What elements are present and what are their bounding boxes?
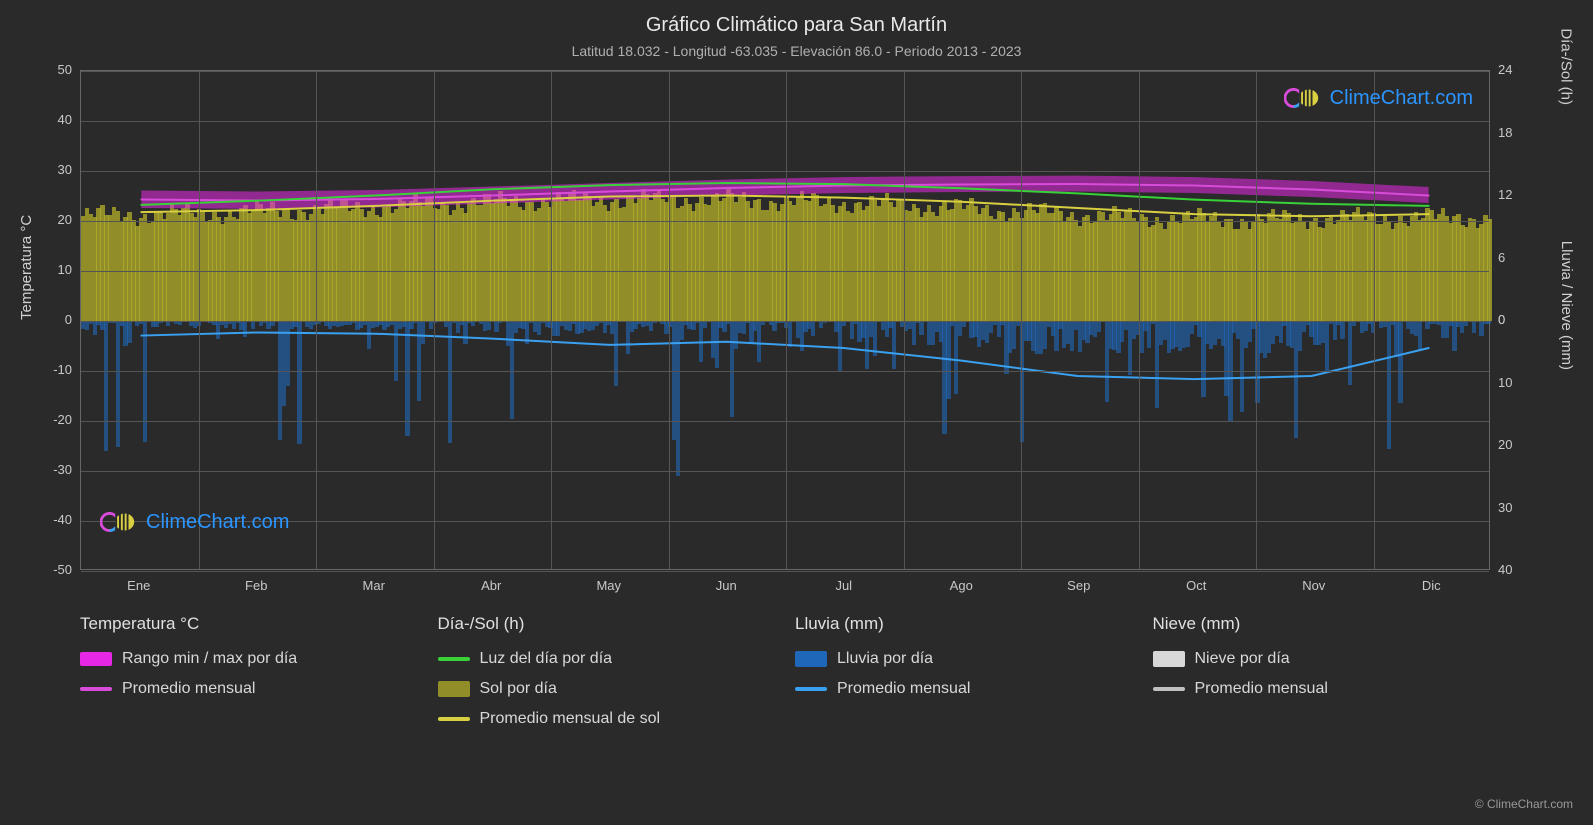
y-right-bottom-tick-label: 20 [1498, 437, 1538, 452]
legend-swatch [1153, 651, 1185, 667]
legend-label: Rango min / max por día [122, 650, 297, 668]
legend-group: Lluvia (mm) Lluvia por día Promedio mensua… [795, 614, 1133, 728]
y-left-tick-label: 20 [32, 212, 72, 227]
y-left-tick-label: 30 [32, 162, 72, 177]
legend-item: Luz del día por día [438, 650, 776, 668]
y-left-tick-label: 10 [32, 262, 72, 277]
month-label: Mar [344, 578, 404, 593]
legend-label: Promedio mensual de sol [480, 710, 661, 728]
month-label: Abr [461, 578, 521, 593]
legend-label: Nieve por día [1195, 650, 1290, 668]
legend-swatch [80, 652, 112, 666]
climechart-logo-icon [1284, 86, 1322, 110]
month-label: Jun [696, 578, 756, 593]
legend-group: Temperatura °C Rango min / max por día Pro… [80, 614, 418, 728]
legend-label: Sol por día [480, 680, 557, 698]
y-right-bottom-tick-label: 40 [1498, 562, 1538, 577]
legend-item: Sol por día [438, 680, 776, 698]
legend-item: Promedio mensual [795, 680, 1133, 698]
watermark-bottom: ClimeChart.com [100, 510, 289, 534]
legend-swatch [1153, 687, 1185, 691]
month-label: Dic [1401, 578, 1461, 593]
legend-header: Nieve (mm) [1153, 614, 1491, 634]
watermark-text: ClimeChart.com [146, 511, 289, 534]
month-label: Nov [1284, 578, 1344, 593]
watermark-text: ClimeChart.com [1330, 87, 1473, 110]
y-left-tick-label: 50 [32, 62, 72, 77]
month-label: Ene [109, 578, 169, 593]
legend-label: Luz del día por día [480, 650, 613, 668]
y-axis-right-bottom-title: Lluvia / Nieve (mm) [1558, 241, 1575, 370]
legend-item: Rango min / max por día [80, 650, 418, 668]
y-left-tick-label: -40 [32, 512, 72, 527]
legend-header: Temperatura °C [80, 614, 418, 634]
month-label: Feb [226, 578, 286, 593]
copyright-text: © ClimeChart.com [1475, 797, 1573, 811]
legend-label: Promedio mensual [1195, 680, 1328, 698]
legend-swatch [438, 657, 470, 661]
month-label: Ago [931, 578, 991, 593]
y-right-top-tick-label: 18 [1498, 125, 1538, 140]
y-left-tick-label: 0 [32, 312, 72, 327]
plot-area [80, 70, 1490, 570]
legend-label: Promedio mensual [837, 680, 970, 698]
climechart-logo-icon [100, 510, 138, 534]
month-label: May [579, 578, 639, 593]
y-left-tick-label: -10 [32, 362, 72, 377]
legend-item: Lluvia por día [795, 650, 1133, 668]
legend: Temperatura °C Rango min / max por día Pro… [80, 614, 1490, 728]
y-right-bottom-tick-label: 0 [1498, 312, 1538, 327]
line-overlay [81, 71, 1489, 569]
legend-swatch [80, 687, 112, 691]
legend-group: Día-/Sol (h) Luz del día por día Sol por d… [438, 614, 776, 728]
y-left-tick-label: -50 [32, 562, 72, 577]
y-left-tick-label: -20 [32, 412, 72, 427]
legend-header: Día-/Sol (h) [438, 614, 776, 634]
legend-item: Nieve por día [1153, 650, 1491, 668]
month-label: Sep [1049, 578, 1109, 593]
watermark-top: ClimeChart.com [1284, 86, 1473, 110]
y-right-bottom-tick-label: 10 [1498, 375, 1538, 390]
legend-label: Lluvia por día [837, 650, 933, 668]
legend-swatch [795, 651, 827, 667]
legend-swatch [438, 717, 470, 721]
y-axis-right-top-title: Día-/Sol (h) [1558, 28, 1575, 105]
y-right-top-tick-label: 6 [1498, 250, 1538, 265]
legend-item: Promedio mensual [1153, 680, 1491, 698]
y-right-top-tick-label: 12 [1498, 187, 1538, 202]
month-label: Jul [814, 578, 874, 593]
legend-item: Promedio mensual [80, 680, 418, 698]
legend-swatch [795, 687, 827, 691]
chart-subtitle: Latitud 18.032 - Longitud -63.035 - Elev… [0, 37, 1593, 59]
legend-header: Lluvia (mm) [795, 614, 1133, 634]
legend-label: Promedio mensual [122, 680, 255, 698]
legend-group: Nieve (mm) Nieve por día Promedio mensual [1153, 614, 1491, 728]
chart-title: Gráfico Climático para San Martín [0, 0, 1593, 37]
y-left-tick-label: -30 [32, 462, 72, 477]
month-label: Oct [1166, 578, 1226, 593]
y-left-tick-label: 40 [32, 112, 72, 127]
y-right-bottom-tick-label: 30 [1498, 500, 1538, 515]
climate-chart: Gráfico Climático para San Martín Latitu… [0, 0, 1593, 825]
legend-swatch [438, 681, 470, 697]
legend-item: Promedio mensual de sol [438, 710, 776, 728]
y-right-top-tick-label: 24 [1498, 62, 1538, 77]
